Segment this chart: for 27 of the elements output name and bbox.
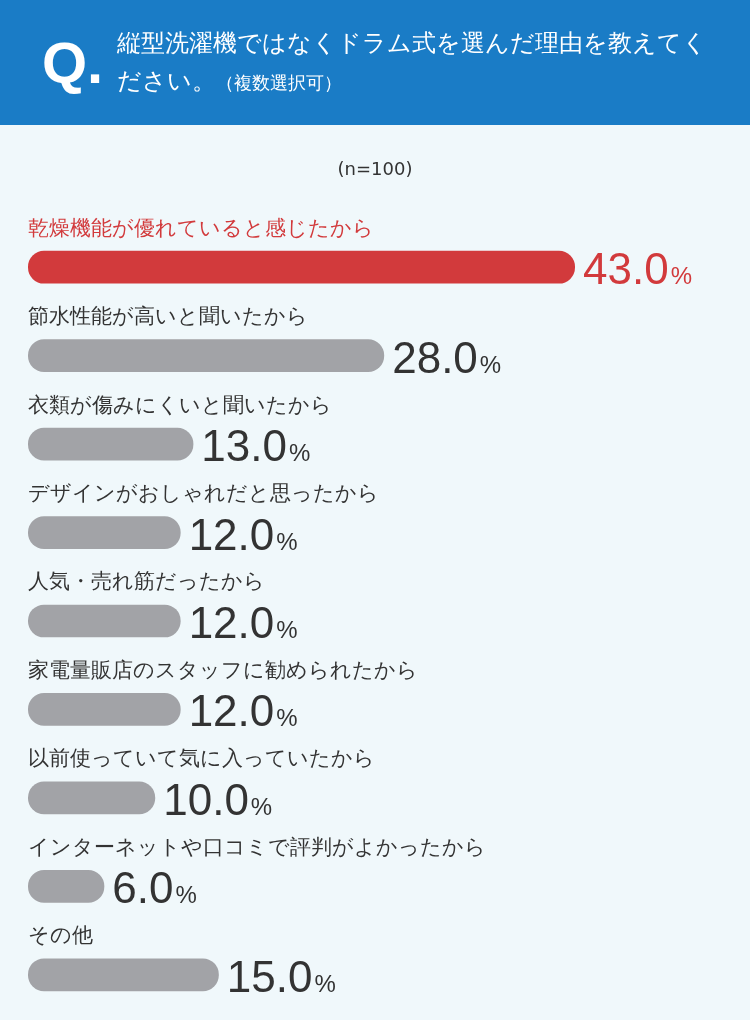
y-tick-label: 衣類が傷みにくいと聞いたから bbox=[28, 392, 332, 417]
y-tick-label: 家電量販店のスタッフに勧められたから bbox=[28, 657, 418, 682]
bar bbox=[28, 958, 219, 992]
data-label: 13.0% bbox=[201, 421, 311, 471]
bar bbox=[28, 250, 575, 284]
y-tick-label: 節水性能が高いと聞いたから bbox=[28, 304, 308, 329]
y-tick-label: 人気・売れ筋だったから bbox=[28, 569, 265, 594]
data-label: 6.0% bbox=[112, 863, 197, 913]
chart-subtitle: (n=100) bbox=[337, 157, 413, 179]
bar bbox=[28, 693, 181, 726]
bar bbox=[28, 339, 385, 373]
data-label: 10.0% bbox=[163, 774, 273, 824]
y-tick-label: 以前使っていて気に入っていたから bbox=[28, 746, 375, 771]
bar bbox=[28, 516, 181, 549]
y-tick-label: 乾燥機能が優れていると感じたから bbox=[28, 215, 374, 240]
y-tick-label: その他 bbox=[28, 923, 93, 948]
data-label: 12.0% bbox=[188, 598, 298, 647]
data-label: 15.0% bbox=[226, 951, 336, 1001]
data-label: 12.0% bbox=[188, 509, 298, 559]
data-label: 12.0% bbox=[188, 686, 298, 736]
data-label: 28.0% bbox=[392, 332, 502, 382]
bar bbox=[28, 781, 156, 815]
y-tick-label: デザインがおしゃれだと思ったから bbox=[28, 481, 379, 506]
y-tick-label: インターネットや口コミで評判がよかったから bbox=[28, 834, 486, 859]
bar bbox=[28, 604, 181, 638]
bar bbox=[28, 427, 194, 461]
data-label: 43.0% bbox=[583, 244, 692, 294]
